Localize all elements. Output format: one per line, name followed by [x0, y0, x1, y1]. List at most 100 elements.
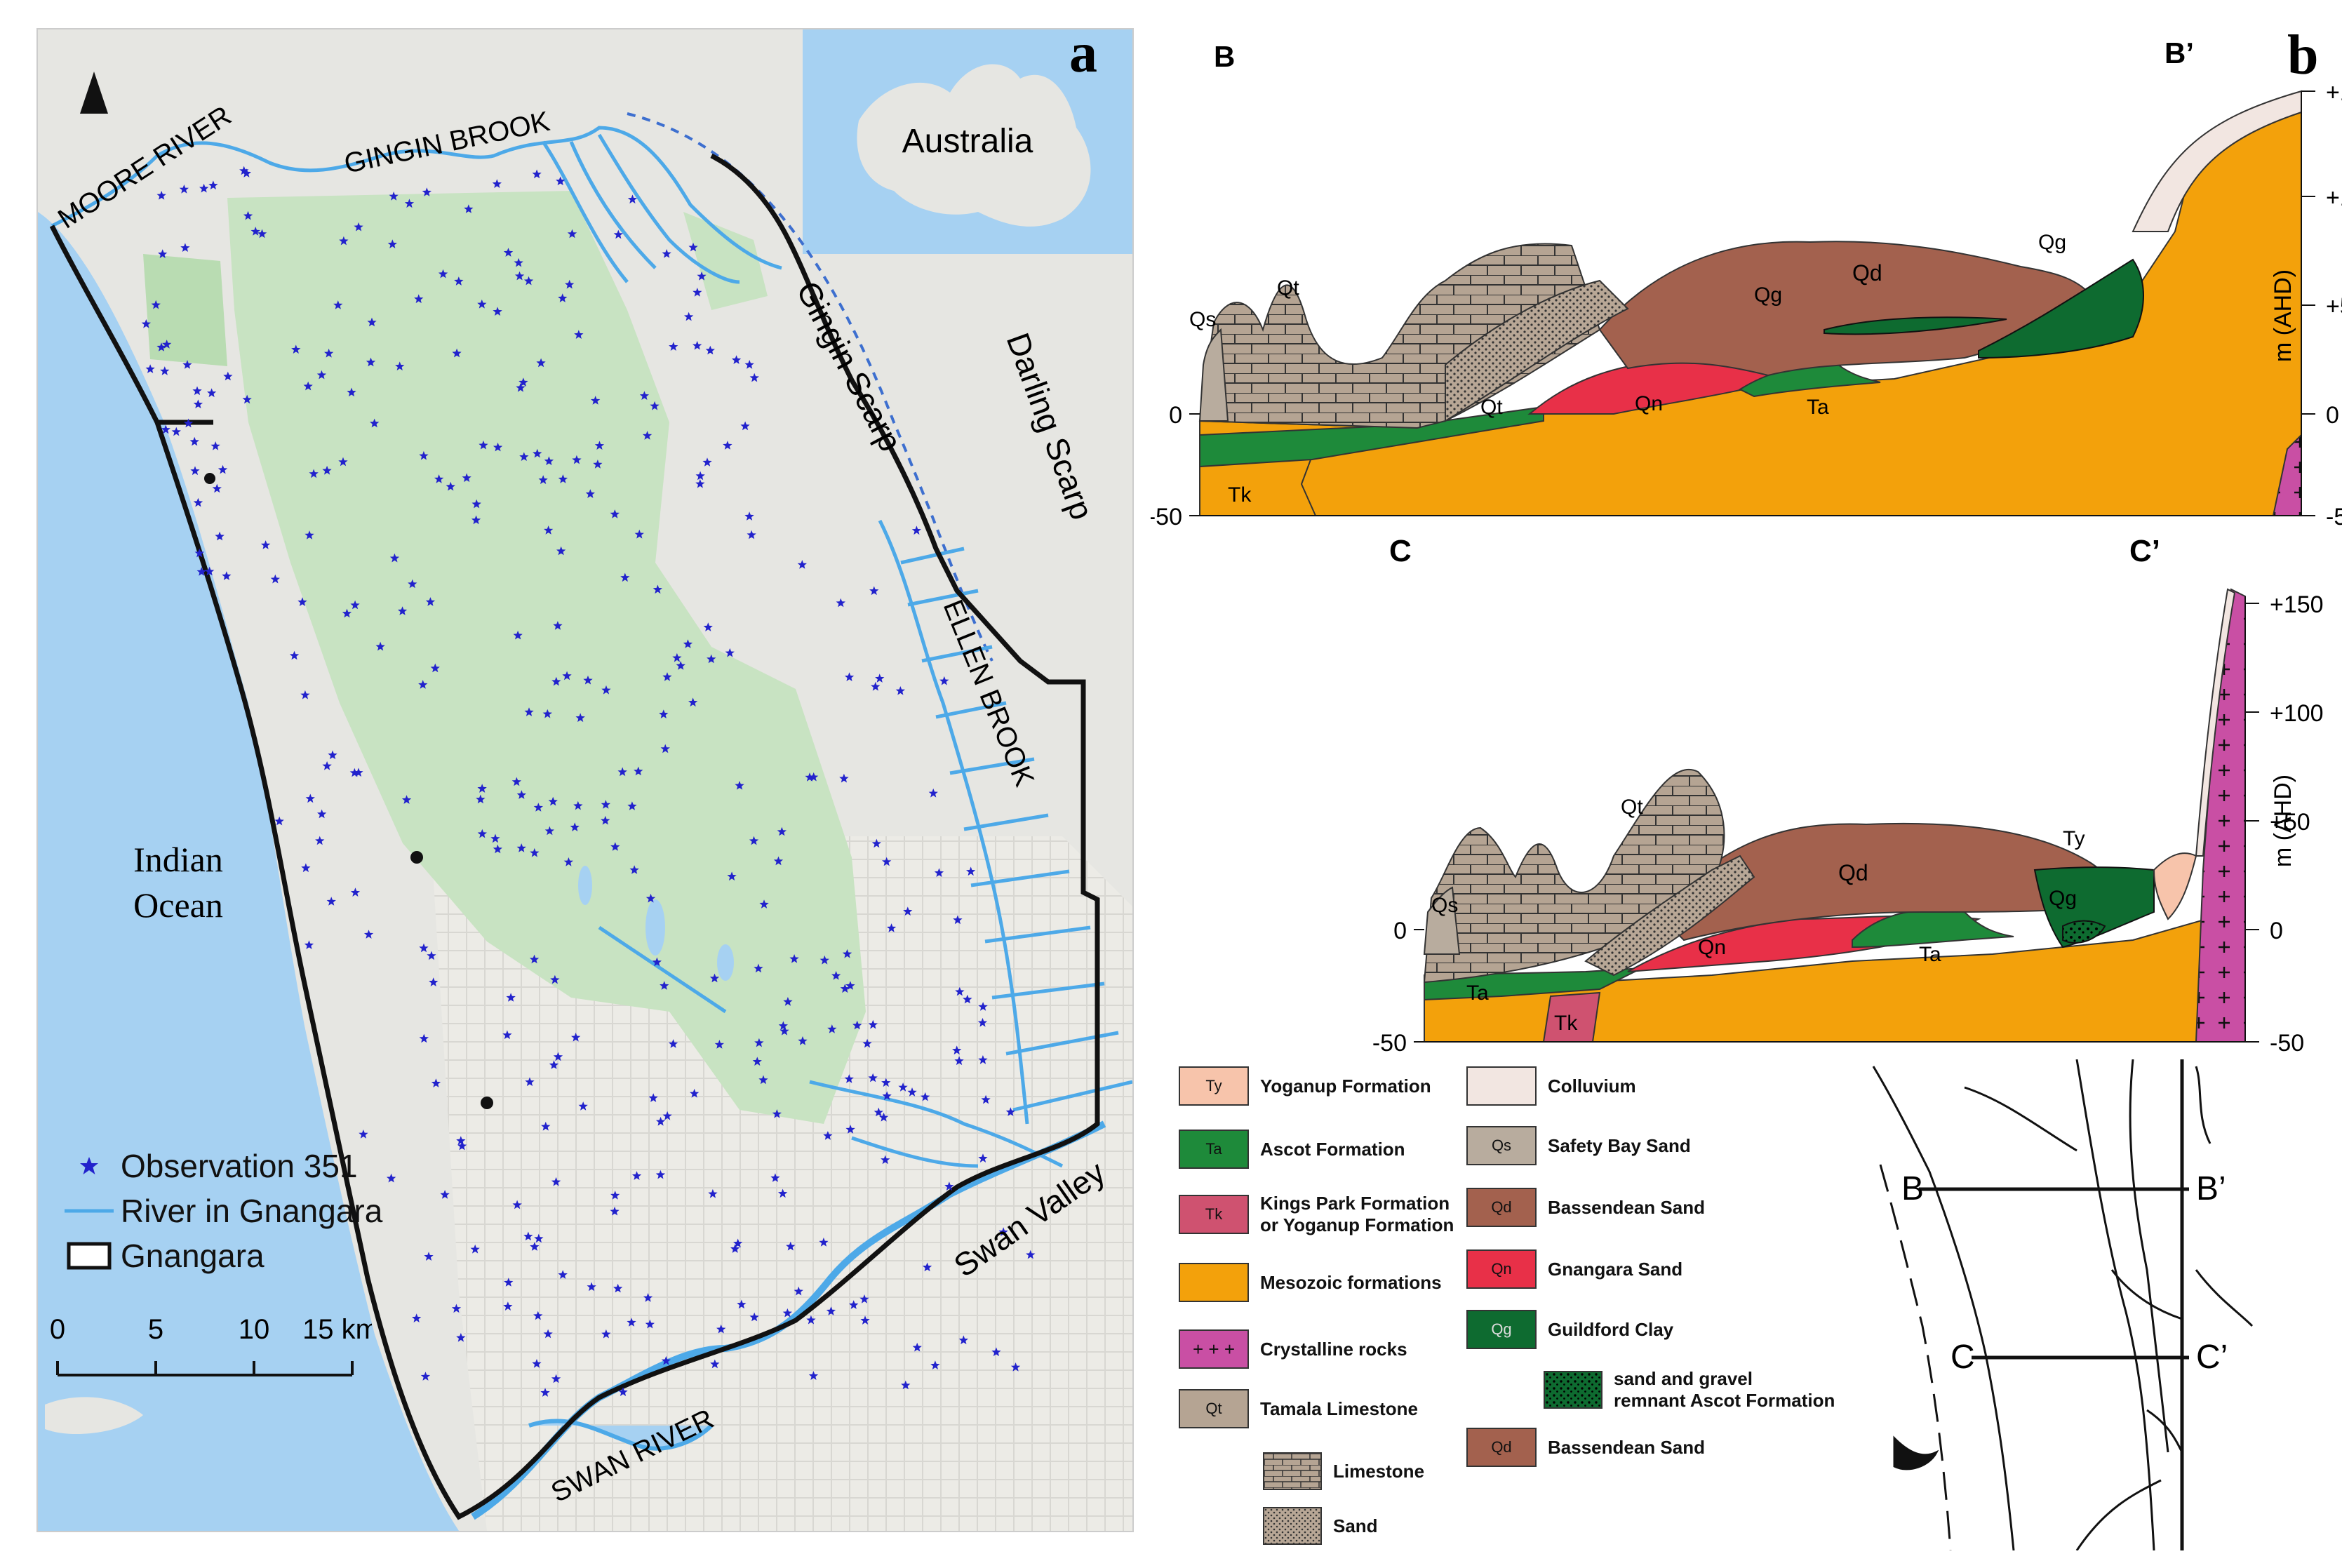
observation-star-icon — [645, 893, 656, 903]
observation-star-icon — [659, 709, 669, 718]
observation-star-icon — [695, 478, 705, 488]
observation-star-icon — [452, 348, 462, 358]
section-b-b: +150 +100 +50 0 -50 0 -50 m (AHD) B B’ b… — [1151, 25, 2342, 530]
cc-label-tk: Tk — [1554, 1012, 1578, 1035]
observation-star-icon — [703, 622, 713, 631]
observation-star-icon — [958, 1335, 968, 1345]
ocean-label-line1: Indian — [133, 840, 223, 879]
observation-star-icon — [304, 940, 314, 949]
observation-star-icon — [591, 396, 601, 405]
section-locator-map: B B’ C C’ — [1866, 1059, 2266, 1550]
observation-star-icon — [556, 546, 566, 556]
observation-star-icon — [493, 844, 502, 854]
observation-star-icon — [565, 279, 575, 289]
observation-star-icon — [786, 1241, 796, 1251]
observation-star-icon — [610, 1206, 620, 1216]
observation-star-icon — [354, 768, 363, 777]
observation-star-icon — [419, 1033, 429, 1043]
observation-star-icon — [193, 399, 203, 408]
observation-star-icon — [490, 833, 500, 843]
observation-star-icon — [192, 386, 202, 396]
observation-star-icon — [874, 1107, 883, 1117]
observation-star-icon — [162, 340, 172, 349]
observation-star-icon — [573, 800, 583, 810]
observation-star-icon — [274, 816, 284, 826]
legend-boundary-label: Gnangara — [121, 1238, 265, 1274]
bb-label-qg-right: Qg — [2038, 231, 2066, 254]
bb-label-qs: Qs — [1189, 308, 1216, 331]
observation-star-icon — [684, 311, 694, 321]
observation-star-icon — [702, 457, 712, 467]
observation-star-icon — [840, 984, 850, 993]
observation-star-icon — [161, 424, 170, 434]
observation-star-icon — [862, 1038, 872, 1048]
observation-star-icon — [215, 531, 225, 541]
observation-star-icon — [723, 441, 732, 450]
observation-star-icon — [921, 1092, 930, 1101]
lake — [717, 944, 734, 981]
unit-qg-right — [1978, 258, 2144, 359]
observation-star-icon — [525, 1077, 535, 1087]
observation-star-icon — [349, 768, 359, 777]
cc-label-qd: Qd — [1838, 860, 1868, 885]
observation-star-icon — [536, 358, 546, 368]
observation-star-icon — [389, 553, 400, 563]
observation-star-icon — [911, 525, 921, 535]
observation-star-icon — [218, 464, 228, 474]
observation-star-icon — [301, 863, 311, 873]
observation-star-icon — [434, 474, 444, 483]
observation-star-icon — [493, 307, 502, 316]
observation-star-icon — [839, 773, 849, 783]
observation-star-icon — [533, 803, 543, 812]
observation-star-icon — [260, 540, 271, 549]
swatch-colluvium — [1466, 1066, 1537, 1106]
observation-star-icon — [454, 276, 464, 286]
legend-qd-label: Bassendean Sand — [1548, 1196, 1705, 1218]
bb-tick-minus50: -50 — [2326, 504, 2342, 530]
observation-star-icon — [842, 949, 852, 958]
observation-star-icon — [502, 1030, 512, 1040]
observation-star-icon — [193, 497, 203, 507]
observation-star-icon — [643, 1293, 653, 1302]
legend-qg: Qg Guildford Clay — [1466, 1310, 1673, 1349]
observation-star-icon — [574, 330, 584, 339]
observation-star-icon — [695, 471, 705, 481]
observation-star-icon — [747, 530, 756, 540]
observation-star-icon — [471, 499, 481, 509]
observation-star-icon — [558, 293, 568, 302]
observation-star-icon — [543, 1329, 553, 1339]
observation-star-icon — [759, 899, 769, 909]
legend-qg-label: Guildford Clay — [1548, 1318, 1674, 1340]
cc-unit-ty — [2153, 852, 2197, 920]
observation-star-icon — [208, 180, 218, 190]
observation-star-icon — [182, 360, 192, 369]
observation-star-icon — [1010, 1362, 1021, 1372]
observation-star-icon — [529, 954, 540, 964]
observation-star-icon — [425, 597, 436, 606]
observation-star-icon — [511, 777, 521, 786]
observation-star-icon — [587, 1282, 596, 1292]
bb-tick-0: 0 — [2326, 402, 2339, 429]
observation-star-icon — [672, 652, 682, 662]
swatch-qd-2: Qd — [1466, 1428, 1537, 1467]
observation-star-icon — [516, 382, 526, 392]
observation-star-icon — [744, 360, 754, 369]
observation-star-icon — [676, 661, 685, 670]
observation-star-icon — [601, 815, 610, 825]
observation-star-icon — [540, 1388, 550, 1397]
observation-star-icon — [316, 370, 327, 380]
observation-star-icon — [585, 489, 595, 498]
observation-star-icon — [575, 713, 585, 723]
observation-star-icon — [156, 191, 166, 200]
observation-star-icon — [898, 1083, 908, 1092]
legend-observation: Observation 351 — [58, 1144, 493, 1188]
legend-qs-label: Safety Bay Sand — [1548, 1134, 1691, 1156]
observation-star-icon — [446, 481, 455, 491]
observation-star-icon — [645, 1319, 655, 1329]
legend-qn-label: Gnangara Sand — [1548, 1258, 1683, 1280]
observation-star-icon — [440, 1190, 450, 1199]
observation-star-icon — [207, 388, 217, 398]
observation-star-icon — [662, 249, 671, 258]
cc-tick-minus50: -50 — [2270, 1030, 2304, 1052]
observation-star-icon — [978, 1055, 988, 1064]
